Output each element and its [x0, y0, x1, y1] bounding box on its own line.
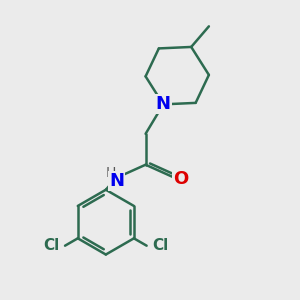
Text: N: N	[156, 95, 171, 113]
Text: O: O	[173, 170, 188, 188]
Text: Cl: Cl	[152, 238, 168, 253]
Text: N: N	[109, 172, 124, 190]
Text: H: H	[106, 166, 116, 180]
Text: Cl: Cl	[44, 238, 60, 253]
